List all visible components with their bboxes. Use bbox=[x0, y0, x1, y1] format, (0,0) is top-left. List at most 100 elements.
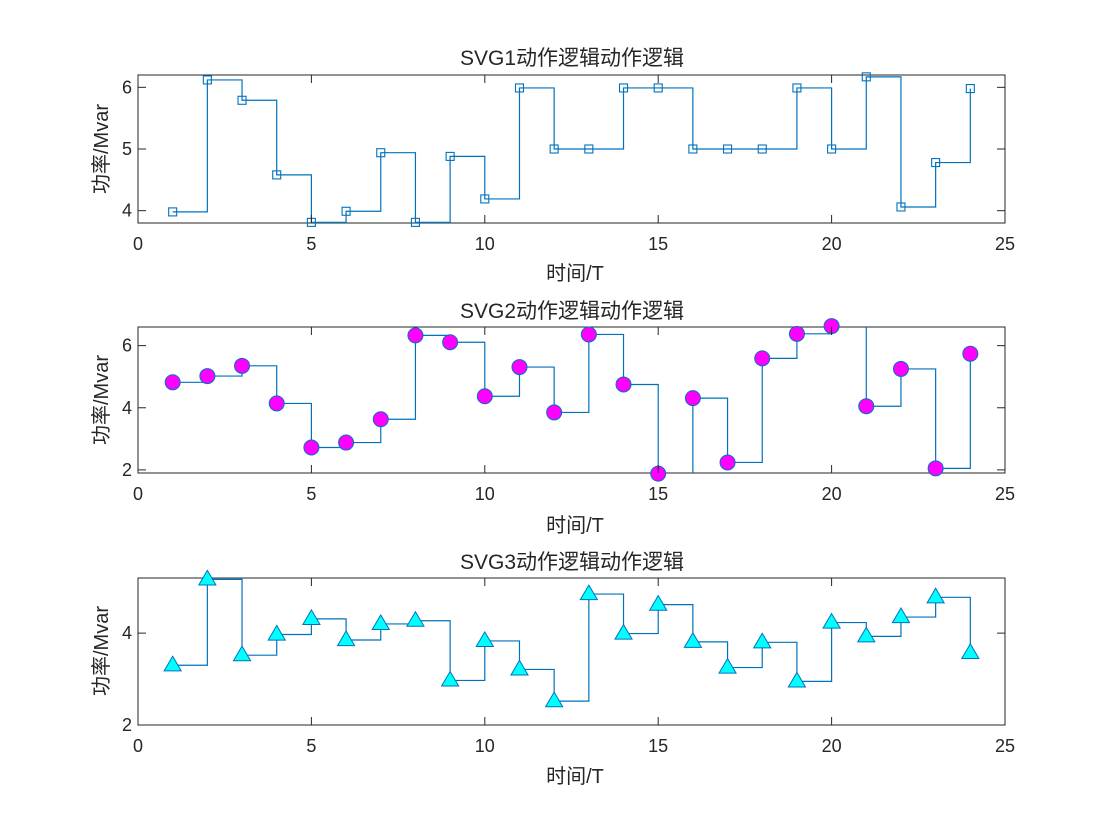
data-point bbox=[267, 624, 287, 641]
data-point bbox=[719, 454, 736, 471]
x-tick-label: 5 bbox=[306, 484, 316, 504]
data-point bbox=[792, 83, 802, 93]
data-point bbox=[197, 569, 217, 586]
data-point bbox=[653, 83, 663, 93]
data-point bbox=[718, 657, 737, 674]
data-point bbox=[861, 72, 871, 82]
data-point bbox=[931, 158, 941, 168]
markers-layer bbox=[164, 318, 979, 482]
x-tick-label: 10 bbox=[475, 234, 495, 254]
data-point bbox=[788, 325, 805, 342]
chart-title: SVG1动作逻辑动作逻辑 bbox=[460, 47, 684, 70]
x-tick-label: 5 bbox=[306, 736, 316, 756]
y-tick-label: 4 bbox=[122, 201, 132, 221]
data-point bbox=[476, 388, 493, 405]
x-tick-label: 15 bbox=[648, 736, 668, 756]
x-axis-label: 时间/T bbox=[546, 262, 604, 285]
data-point bbox=[615, 376, 632, 393]
data-point bbox=[822, 612, 842, 629]
x-tick-label: 0 bbox=[133, 484, 143, 504]
data-point bbox=[891, 607, 911, 624]
data-point bbox=[371, 613, 391, 631]
y-tick-label: 5 bbox=[122, 139, 132, 159]
data-point bbox=[858, 398, 875, 415]
data-point bbox=[757, 144, 767, 154]
subplot-svg3: SVG3动作逻辑动作逻辑 0 5 10 15 20 25 2 4 时间/T 功率/Mvar bbox=[90, 551, 1015, 788]
data-point bbox=[892, 360, 909, 377]
data-point bbox=[927, 460, 944, 477]
plot-area bbox=[137, 326, 1006, 474]
data-point bbox=[237, 95, 247, 105]
y-tick-label: 2 bbox=[122, 715, 132, 735]
markers-layer bbox=[163, 569, 980, 708]
x-tick-label: 25 bbox=[995, 736, 1015, 756]
data-point bbox=[549, 144, 559, 154]
data-point bbox=[407, 327, 424, 344]
data-point bbox=[163, 655, 183, 672]
y-tick-label: 4 bbox=[122, 623, 132, 643]
data-point bbox=[684, 390, 701, 407]
data-point bbox=[614, 623, 633, 640]
data-point bbox=[475, 630, 495, 648]
y-axis-label: 功率/Mvar bbox=[90, 355, 113, 445]
data-point bbox=[303, 439, 320, 456]
plot-area bbox=[137, 577, 1006, 726]
x-tick-label: 15 bbox=[648, 484, 668, 504]
y-tick-label: 4 bbox=[122, 398, 132, 418]
data-point bbox=[442, 334, 459, 351]
x-axis-label: 时间/T bbox=[546, 765, 604, 788]
x-tick-label: 20 bbox=[822, 484, 842, 504]
data-point bbox=[410, 217, 420, 227]
data-point bbox=[962, 345, 979, 362]
data-point bbox=[896, 202, 906, 212]
data-point bbox=[960, 642, 980, 659]
data-point bbox=[168, 207, 178, 217]
data-point bbox=[648, 594, 668, 611]
data-point bbox=[511, 359, 528, 376]
ticks-layer: 0 5 10 15 20 25 4 5 6 bbox=[122, 75, 1015, 254]
data-point bbox=[514, 83, 525, 93]
data-point bbox=[272, 170, 282, 180]
x-tick-label: 25 bbox=[995, 484, 1015, 504]
data-point bbox=[580, 326, 597, 343]
ticks-layer: 0 5 10 15 20 25 2 4 bbox=[122, 578, 1015, 756]
markers-layer bbox=[168, 72, 975, 227]
data-point bbox=[338, 434, 355, 451]
y-tick-label: 6 bbox=[122, 336, 132, 356]
stairs-series bbox=[172, 327, 971, 473]
data-point bbox=[688, 144, 698, 154]
data-point bbox=[199, 368, 216, 385]
data-point bbox=[376, 148, 386, 158]
data-point bbox=[336, 630, 356, 647]
x-tick-label: 20 bbox=[822, 736, 842, 756]
y-axis-label: 功率/Mvar bbox=[90, 104, 113, 194]
chart-title: SVG2动作逻辑动作逻辑 bbox=[460, 300, 684, 323]
data-point bbox=[480, 194, 490, 204]
data-point bbox=[341, 206, 351, 216]
data-point bbox=[584, 144, 594, 154]
data-point bbox=[618, 83, 629, 93]
data-point bbox=[232, 645, 252, 662]
data-point bbox=[301, 608, 321, 625]
x-tick-label: 15 bbox=[648, 234, 668, 254]
x-axis-label: 时间/T bbox=[546, 514, 604, 537]
data-point bbox=[202, 75, 212, 85]
chart-title: SVG3动作逻辑动作逻辑 bbox=[460, 551, 684, 574]
data-point bbox=[445, 151, 455, 161]
y-axis-label: 功率/Mvar bbox=[90, 606, 113, 696]
data-point bbox=[787, 671, 807, 688]
x-tick-label: 10 bbox=[475, 736, 495, 756]
y-tick-label: 2 bbox=[122, 460, 132, 480]
data-point bbox=[372, 411, 389, 428]
data-point bbox=[926, 587, 946, 604]
stairs-series bbox=[172, 76, 971, 223]
x-tick-label: 20 bbox=[822, 234, 842, 254]
data-point bbox=[406, 610, 425, 627]
series-line bbox=[172, 76, 971, 223]
data-point bbox=[234, 357, 251, 374]
x-tick-label: 0 bbox=[133, 234, 143, 254]
data-point bbox=[546, 404, 563, 421]
x-tick-label: 0 bbox=[133, 736, 143, 756]
data-point bbox=[510, 659, 529, 676]
